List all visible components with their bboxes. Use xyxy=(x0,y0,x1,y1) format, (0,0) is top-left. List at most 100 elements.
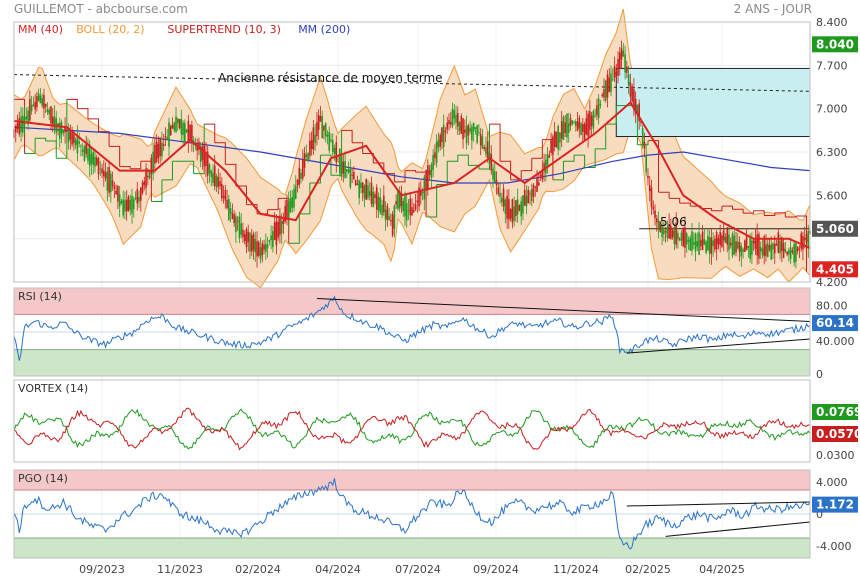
candle xyxy=(661,221,663,246)
candle-body xyxy=(502,188,505,207)
candle xyxy=(307,152,309,163)
candle-body xyxy=(805,233,808,243)
candle-body xyxy=(497,187,500,194)
candle-body xyxy=(574,121,577,127)
candle xyxy=(118,185,121,218)
candle-body xyxy=(606,74,609,98)
candle xyxy=(374,191,376,205)
candle-body xyxy=(464,129,466,133)
supertrend-segment xyxy=(574,154,586,168)
candle xyxy=(125,190,128,221)
candle xyxy=(191,120,193,152)
candle-body xyxy=(198,141,200,150)
candle-body xyxy=(302,159,304,179)
candle-body xyxy=(124,200,126,212)
vortex-plus-badge-bg xyxy=(812,404,858,420)
chart-period-label: 2 ANS - JOUR xyxy=(733,2,812,16)
candle-body xyxy=(74,139,77,146)
candle-body xyxy=(95,157,98,165)
candle-body xyxy=(663,229,665,235)
candle xyxy=(680,230,683,246)
candle xyxy=(208,162,211,183)
candle-body xyxy=(627,74,630,86)
candle-body xyxy=(78,141,80,144)
candle xyxy=(175,107,177,134)
candle-body xyxy=(714,238,716,250)
candle-body xyxy=(94,156,96,167)
candle xyxy=(48,107,51,121)
candle xyxy=(430,162,433,189)
candle-body xyxy=(418,187,420,207)
candle xyxy=(471,123,473,150)
candle xyxy=(781,236,783,263)
candle xyxy=(640,121,642,127)
candle-body xyxy=(57,123,59,126)
supertrend-segment xyxy=(183,160,195,174)
supertrend-segment xyxy=(563,155,575,162)
candle xyxy=(673,223,676,251)
candle-body xyxy=(543,162,545,172)
candle-body xyxy=(80,145,82,147)
candle-body xyxy=(356,183,359,186)
candle-body xyxy=(407,210,410,212)
candle-body xyxy=(139,187,142,201)
vortex-minus-badge-bg xyxy=(812,426,858,442)
candle xyxy=(182,120,184,144)
candle xyxy=(104,162,107,182)
candle xyxy=(627,65,630,94)
candle xyxy=(458,120,461,135)
candle xyxy=(36,91,38,112)
candle-body xyxy=(527,189,530,204)
candle xyxy=(18,111,21,137)
candle xyxy=(256,231,258,268)
candle xyxy=(548,150,551,158)
candle-body xyxy=(501,198,503,203)
candle-body xyxy=(673,226,676,244)
candle xyxy=(432,149,434,178)
candle-body xyxy=(536,176,538,193)
candle-body xyxy=(648,185,651,192)
vortex-plus-badge-text: 0.0769 xyxy=(816,405,860,419)
supertrend-segment xyxy=(204,123,216,143)
candle xyxy=(715,230,718,261)
candle-body xyxy=(772,243,774,250)
candle-body xyxy=(127,196,130,211)
candle-body xyxy=(108,167,110,193)
candle-body xyxy=(27,110,29,125)
candle-body xyxy=(763,236,766,257)
rsi-badge-text: 60.14 xyxy=(816,316,854,330)
candle xyxy=(539,171,542,181)
candle xyxy=(108,162,110,197)
candle-body xyxy=(560,121,563,139)
candle xyxy=(722,222,725,252)
candle-body xyxy=(300,172,302,179)
candle xyxy=(478,124,480,136)
candle-body xyxy=(16,123,19,130)
candle-body xyxy=(243,234,246,241)
candle-body xyxy=(684,227,686,248)
candle xyxy=(309,132,311,160)
candle-body xyxy=(733,235,736,255)
candle-body xyxy=(520,201,522,217)
candle xyxy=(733,226,736,256)
candle-body xyxy=(546,154,549,166)
candle xyxy=(775,240,778,246)
candle-body xyxy=(626,66,628,73)
candle xyxy=(689,235,692,252)
price-ytick-1: 7.700 xyxy=(816,59,848,72)
candle-body xyxy=(316,122,318,137)
candle-body xyxy=(641,128,644,146)
candle-body xyxy=(222,196,225,198)
candle-body xyxy=(710,237,713,254)
candle-body xyxy=(555,131,558,148)
candle xyxy=(73,131,75,151)
candle xyxy=(134,191,137,201)
candle-body xyxy=(346,169,348,172)
candle-body xyxy=(594,115,596,117)
candle xyxy=(701,225,704,251)
x-tick-1: 11/2023 xyxy=(157,563,203,576)
candle xyxy=(97,156,100,180)
candle-body xyxy=(678,238,681,240)
candle xyxy=(347,161,350,174)
candle-body xyxy=(381,204,383,216)
